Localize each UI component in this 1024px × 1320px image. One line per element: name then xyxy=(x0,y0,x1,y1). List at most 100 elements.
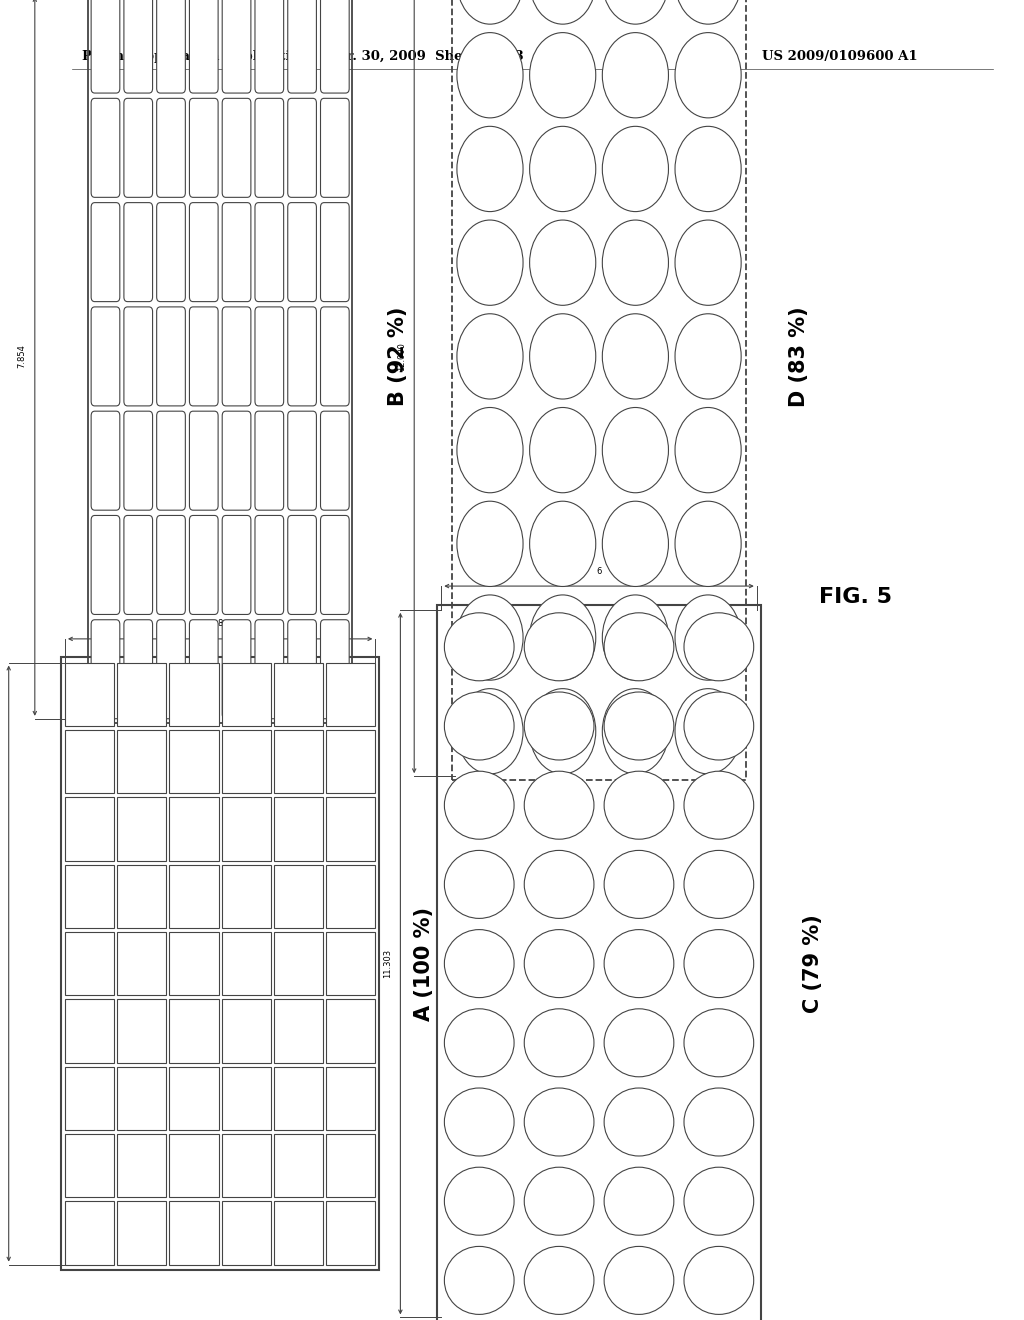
Text: B (92 %): B (92 %) xyxy=(388,306,409,407)
Circle shape xyxy=(529,33,596,117)
Ellipse shape xyxy=(524,1008,594,1077)
Circle shape xyxy=(675,595,741,680)
Text: Apr. 30, 2009  Sheet 5 of 8: Apr. 30, 2009 Sheet 5 of 8 xyxy=(327,50,523,63)
Circle shape xyxy=(675,220,741,305)
FancyBboxPatch shape xyxy=(189,412,218,511)
Bar xyxy=(326,999,375,1063)
Bar xyxy=(117,730,166,793)
FancyBboxPatch shape xyxy=(321,308,349,407)
Circle shape xyxy=(675,502,741,586)
Ellipse shape xyxy=(524,850,594,919)
Bar xyxy=(65,1134,114,1197)
Bar xyxy=(326,797,375,861)
Ellipse shape xyxy=(444,692,514,760)
Text: Patent Application Publication: Patent Application Publication xyxy=(82,50,308,63)
Ellipse shape xyxy=(524,612,594,681)
Ellipse shape xyxy=(604,1088,674,1156)
FancyBboxPatch shape xyxy=(222,203,251,302)
FancyBboxPatch shape xyxy=(189,308,218,407)
FancyBboxPatch shape xyxy=(321,412,349,511)
Bar xyxy=(221,999,270,1063)
FancyBboxPatch shape xyxy=(321,620,349,718)
Ellipse shape xyxy=(604,929,674,998)
FancyBboxPatch shape xyxy=(91,308,120,407)
Bar xyxy=(65,865,114,928)
Ellipse shape xyxy=(604,771,674,840)
FancyBboxPatch shape xyxy=(222,0,251,92)
FancyBboxPatch shape xyxy=(255,0,284,92)
Bar xyxy=(221,865,270,928)
Circle shape xyxy=(457,314,523,399)
Circle shape xyxy=(529,408,596,492)
FancyBboxPatch shape xyxy=(157,0,185,92)
FancyBboxPatch shape xyxy=(222,516,251,615)
FancyBboxPatch shape xyxy=(288,308,316,407)
Text: 8: 8 xyxy=(217,619,223,628)
Ellipse shape xyxy=(444,771,514,840)
Ellipse shape xyxy=(524,1088,594,1156)
Text: 12.000: 12.000 xyxy=(397,342,406,371)
Circle shape xyxy=(529,595,596,680)
Circle shape xyxy=(675,408,741,492)
FancyBboxPatch shape xyxy=(222,98,251,197)
Bar xyxy=(117,865,166,928)
Bar xyxy=(169,1201,218,1265)
FancyBboxPatch shape xyxy=(124,516,153,615)
Circle shape xyxy=(602,0,669,24)
Ellipse shape xyxy=(524,1246,594,1315)
Bar xyxy=(221,663,270,726)
Bar xyxy=(117,932,166,995)
Circle shape xyxy=(602,595,669,680)
FancyBboxPatch shape xyxy=(255,308,284,407)
FancyBboxPatch shape xyxy=(91,203,120,302)
Circle shape xyxy=(529,689,596,774)
FancyBboxPatch shape xyxy=(288,412,316,511)
FancyBboxPatch shape xyxy=(288,516,316,615)
Bar xyxy=(65,663,114,726)
Bar xyxy=(273,999,323,1063)
FancyBboxPatch shape xyxy=(255,412,284,511)
FancyBboxPatch shape xyxy=(222,620,251,718)
Circle shape xyxy=(529,314,596,399)
Circle shape xyxy=(529,0,596,24)
FancyBboxPatch shape xyxy=(91,620,120,718)
Bar xyxy=(60,657,380,1270)
Circle shape xyxy=(529,502,596,586)
FancyBboxPatch shape xyxy=(157,203,185,302)
Circle shape xyxy=(675,314,741,399)
FancyBboxPatch shape xyxy=(321,203,349,302)
Circle shape xyxy=(602,220,669,305)
FancyBboxPatch shape xyxy=(157,620,185,718)
Circle shape xyxy=(602,127,669,211)
Bar xyxy=(221,730,270,793)
Circle shape xyxy=(602,314,669,399)
Text: FIG. 5: FIG. 5 xyxy=(819,586,892,607)
FancyBboxPatch shape xyxy=(321,0,349,92)
Circle shape xyxy=(457,220,523,305)
Bar xyxy=(221,1201,270,1265)
Bar xyxy=(273,730,323,793)
Ellipse shape xyxy=(684,850,754,919)
FancyBboxPatch shape xyxy=(124,620,153,718)
Circle shape xyxy=(602,689,669,774)
FancyBboxPatch shape xyxy=(288,203,316,302)
Circle shape xyxy=(529,220,596,305)
Bar xyxy=(169,999,218,1063)
FancyBboxPatch shape xyxy=(189,620,218,718)
FancyBboxPatch shape xyxy=(124,0,153,92)
Bar xyxy=(169,932,218,995)
Circle shape xyxy=(675,0,741,24)
Text: D (83 %): D (83 %) xyxy=(790,306,809,407)
Bar xyxy=(326,932,375,995)
FancyBboxPatch shape xyxy=(157,412,185,511)
Circle shape xyxy=(457,408,523,492)
Ellipse shape xyxy=(604,1167,674,1236)
Ellipse shape xyxy=(684,612,754,681)
FancyBboxPatch shape xyxy=(222,412,251,511)
Bar xyxy=(117,1134,166,1197)
FancyBboxPatch shape xyxy=(91,516,120,615)
Text: 7.854: 7.854 xyxy=(17,345,27,368)
Bar xyxy=(117,1201,166,1265)
Bar xyxy=(326,865,375,928)
Ellipse shape xyxy=(524,692,594,760)
